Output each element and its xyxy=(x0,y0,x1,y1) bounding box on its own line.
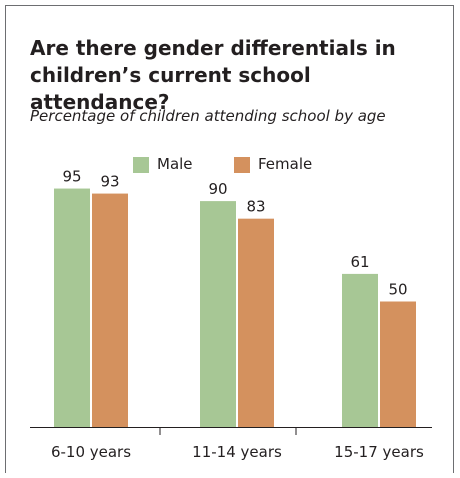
bar-male-6-10-years xyxy=(54,188,90,427)
legend-swatch-male xyxy=(133,157,149,173)
data-label-male-11-14-years: 90 xyxy=(208,180,227,198)
x-tick-label-11-14-years: 11-14 years xyxy=(192,443,282,461)
data-label-female-11-14-years: 83 xyxy=(246,198,265,216)
bar-female-15-17-years xyxy=(380,301,416,427)
legend-label-female: Female xyxy=(258,155,313,173)
bar-male-15-17-years xyxy=(342,273,378,427)
bar-male-11-14-years xyxy=(200,201,236,427)
data-label-male-6-10-years: 95 xyxy=(62,168,81,186)
legend-label-male: Male xyxy=(157,155,193,173)
data-label-female-6-10-years: 93 xyxy=(100,173,119,191)
chart-subtitle: Percentage of children attending school … xyxy=(30,107,386,125)
x-tick-label-15-17-years: 15-17 years xyxy=(334,443,424,461)
legend-swatch-female xyxy=(234,157,250,173)
data-label-female-15-17-years: 50 xyxy=(388,281,407,299)
bar-female-11-14-years xyxy=(238,218,274,427)
x-tick-label-6-10-years: 6-10 years xyxy=(51,443,131,461)
chart-frame xyxy=(5,5,454,473)
data-label-male-15-17-years: 61 xyxy=(350,253,369,271)
bar-female-6-10-years xyxy=(92,193,128,427)
chart-title: Are there gender differentials in childr… xyxy=(30,36,396,114)
